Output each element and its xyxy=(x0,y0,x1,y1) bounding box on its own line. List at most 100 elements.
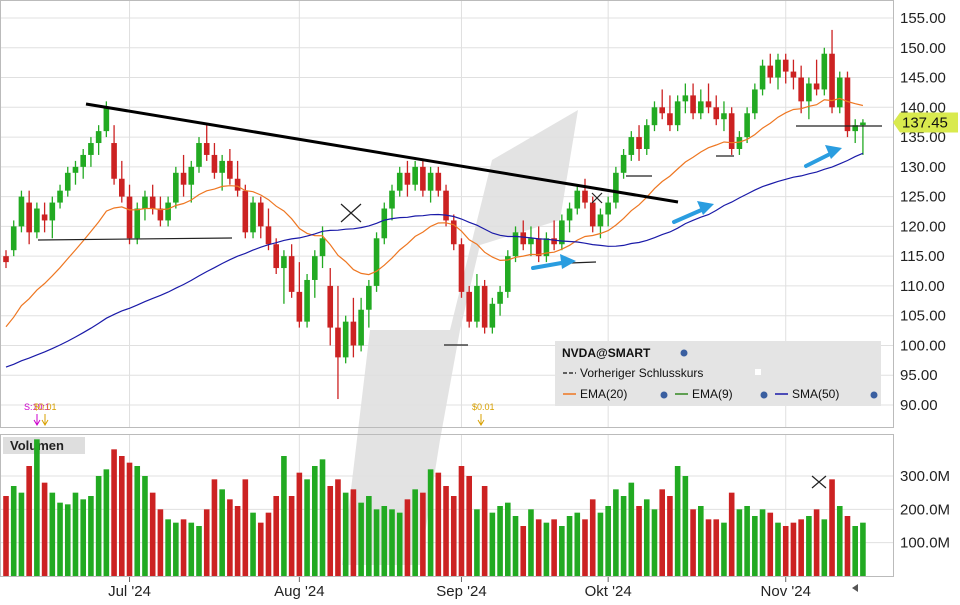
candle-body[interactable] xyxy=(196,143,202,167)
candle-body[interactable] xyxy=(705,101,712,108)
volume-bar[interactable] xyxy=(458,466,465,576)
candle-body[interactable] xyxy=(698,101,704,114)
candle-body[interactable] xyxy=(64,172,71,191)
ema9-settings-icon[interactable] xyxy=(760,391,768,399)
volume-bar[interactable] xyxy=(381,506,388,576)
volume-bar[interactable] xyxy=(844,516,851,576)
volume-bar[interactable] xyxy=(806,516,812,576)
candle-body[interactable] xyxy=(589,202,596,227)
candle-body[interactable] xyxy=(373,238,380,286)
volume-bar[interactable] xyxy=(713,519,720,576)
volume-bar[interactable] xyxy=(173,522,179,576)
candle-body[interactable] xyxy=(566,208,573,221)
volume-bar[interactable] xyxy=(535,519,542,576)
candle-body[interactable] xyxy=(450,220,457,245)
candle-body[interactable] xyxy=(342,321,349,358)
volume-bar[interactable] xyxy=(257,522,264,576)
volume-bar[interactable] xyxy=(142,476,148,576)
candle-body[interactable] xyxy=(335,327,341,358)
candle-body[interactable] xyxy=(775,59,781,78)
volume-bar[interactable] xyxy=(698,506,704,576)
candle-body[interactable] xyxy=(134,208,141,239)
candle-body[interactable] xyxy=(304,279,310,322)
volume-bar[interactable] xyxy=(188,522,195,576)
volume-bar[interactable] xyxy=(211,479,218,576)
volume-bar[interactable] xyxy=(744,506,750,576)
volume-bar[interactable] xyxy=(450,496,457,576)
candle-body[interactable] xyxy=(613,172,619,203)
candle-body[interactable] xyxy=(736,137,743,149)
volume-bar[interactable] xyxy=(335,479,341,576)
volume-bar[interactable] xyxy=(489,512,496,576)
volume-bar[interactable] xyxy=(628,482,635,576)
volume-bar[interactable] xyxy=(373,509,380,576)
volume-bar[interactable] xyxy=(589,499,596,576)
candle-body[interactable] xyxy=(389,190,395,209)
volume-bar[interactable] xyxy=(829,479,835,576)
volume-bar[interactable] xyxy=(26,466,32,576)
volume-bar[interactable] xyxy=(265,512,272,576)
volume-bar[interactable] xyxy=(852,526,858,576)
candle-body[interactable] xyxy=(551,238,557,245)
volume-bar[interactable] xyxy=(620,496,627,576)
volume-bar[interactable] xyxy=(813,509,820,576)
volume-bar[interactable] xyxy=(80,499,86,576)
candle-body[interactable] xyxy=(713,107,720,120)
volume-bar[interactable] xyxy=(597,512,604,576)
candle-body[interactable] xyxy=(18,196,25,227)
candle-body[interactable] xyxy=(605,202,611,215)
volume-bar[interactable] xyxy=(497,506,503,576)
volume-bar[interactable] xyxy=(667,496,673,576)
candle-body[interactable] xyxy=(782,59,789,72)
candle-body[interactable] xyxy=(211,154,218,173)
volume-bar[interactable] xyxy=(412,489,418,576)
candle-body[interactable] xyxy=(188,166,195,185)
legend-box[interactable]: NVDA@SMART Vorheriger Schlusskurs EMA(20… xyxy=(555,341,881,406)
sma50-settings-icon[interactable] xyxy=(870,391,878,399)
candle-body[interactable] xyxy=(852,125,858,132)
volume-bar[interactable] xyxy=(674,466,681,576)
volume-bar[interactable] xyxy=(103,469,110,576)
candle-body[interactable] xyxy=(250,202,256,233)
candle-body[interactable] xyxy=(34,208,40,233)
volume-bar[interactable] xyxy=(736,509,743,576)
candle-body[interactable] xyxy=(296,291,303,322)
candle-body[interactable] xyxy=(396,172,403,191)
candle-body[interactable] xyxy=(752,89,758,114)
volume-bar[interactable] xyxy=(72,492,79,576)
volume-bar[interactable] xyxy=(643,499,650,576)
volume-bar[interactable] xyxy=(126,462,133,576)
candle-body[interactable] xyxy=(844,77,851,132)
candle-body[interactable] xyxy=(203,143,210,155)
volume-bar[interactable] xyxy=(49,492,56,576)
candle-body[interactable] xyxy=(265,226,272,245)
volume-bar[interactable] xyxy=(242,479,249,576)
volume-bar[interactable] xyxy=(860,522,866,576)
candle-body[interactable] xyxy=(674,101,681,126)
candle-body[interactable] xyxy=(358,309,364,346)
dividend-label-2[interactable]: $0.01 xyxy=(34,402,57,412)
volume-bar[interactable] xyxy=(512,516,519,576)
candle-body[interactable] xyxy=(512,232,519,257)
candle-body[interactable] xyxy=(574,190,581,209)
volume-bar[interactable] xyxy=(528,509,534,576)
volume-bar[interactable] xyxy=(149,492,156,576)
volume-bar[interactable] xyxy=(566,516,573,576)
volume-bar[interactable] xyxy=(196,526,202,576)
candle-body[interactable] xyxy=(458,244,465,292)
volume-bar[interactable] xyxy=(134,466,141,576)
candle-body[interactable] xyxy=(528,238,534,245)
volume-bar[interactable] xyxy=(543,522,550,576)
volume-bar[interactable] xyxy=(319,459,326,576)
candle-body[interactable] xyxy=(312,256,318,280)
candle-body[interactable] xyxy=(180,172,187,185)
candle-body[interactable] xyxy=(26,202,32,233)
candle-body[interactable] xyxy=(481,285,488,328)
candle-body[interactable] xyxy=(790,71,797,78)
volume-bar[interactable] xyxy=(767,512,774,576)
candle-body[interactable] xyxy=(806,83,812,102)
candle-body[interactable] xyxy=(281,256,287,269)
candle-body[interactable] xyxy=(10,226,17,251)
candle-body[interactable] xyxy=(643,125,650,149)
trendline[interactable] xyxy=(85,102,679,204)
